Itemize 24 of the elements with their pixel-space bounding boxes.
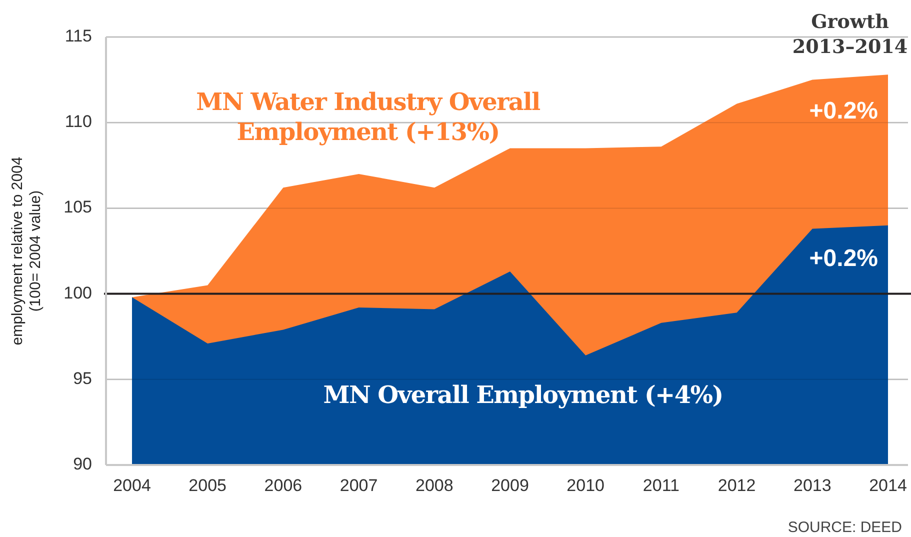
y-tick-label: 90 (73, 454, 92, 474)
x-tick-label: 2012 (718, 476, 756, 495)
y-tick-label: 110 (64, 112, 92, 132)
x-tick-label: 2013 (793, 476, 832, 495)
y-axis-title: employment relative to 2004 (100= 2004 value) (9, 156, 44, 346)
source-note: SOURCE: DEED (788, 519, 902, 536)
annotation: Growth 2013–2014 (792, 11, 908, 58)
y-tick-label: 105 (64, 198, 92, 217)
series-label: MN Overall Employment (+4%) (323, 380, 723, 409)
annotation: +0.2% (809, 98, 878, 125)
series-label: MN Water Industry Overall Employment (+13%) (196, 87, 540, 146)
y-tick-label: 100 (64, 283, 92, 302)
x-tick-label: 2004 (113, 476, 151, 495)
x-tick-label: 2007 (340, 476, 378, 495)
y-tick-label: 95 (73, 368, 92, 388)
x-tick-label: 2006 (264, 476, 302, 495)
x-tick-label: 2008 (415, 476, 454, 495)
x-tick-label: 2009 (491, 476, 529, 495)
x-tick-label: 2005 (188, 476, 227, 495)
x-tick-label: 2014 (869, 476, 907, 495)
x-tick-label: 2010 (566, 476, 605, 495)
y-tick-label: 115 (64, 26, 92, 46)
annotation: +0.2% (809, 244, 878, 272)
x-tick-label: 2011 (642, 476, 680, 495)
